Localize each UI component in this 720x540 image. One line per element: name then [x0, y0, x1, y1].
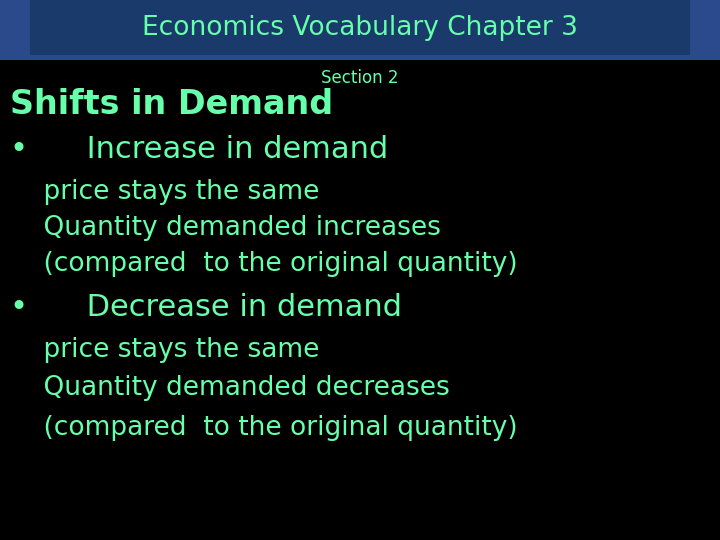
Text: price stays the same: price stays the same	[10, 179, 320, 205]
Text: Quantity demanded increases: Quantity demanded increases	[10, 215, 441, 241]
Bar	[690, 0, 720, 55]
Bar	[0, 55, 720, 60]
Bar	[0, 0, 720, 55]
Text: Shifts in Demand: Shifts in Demand	[10, 87, 333, 120]
Text: •      Increase in demand: • Increase in demand	[10, 136, 388, 165]
Text: (compared  to the original quantity): (compared to the original quantity)	[10, 415, 518, 441]
Text: Economics Vocabulary Chapter 3: Economics Vocabulary Chapter 3	[142, 15, 578, 41]
Text: price stays the same: price stays the same	[10, 337, 320, 363]
Text: Quantity demanded decreases: Quantity demanded decreases	[10, 375, 450, 401]
Text: •      Decrease in demand: • Decrease in demand	[10, 294, 402, 322]
Text: (compared  to the original quantity): (compared to the original quantity)	[10, 251, 518, 277]
Text: Section 2: Section 2	[321, 69, 399, 87]
Bar	[0, 0, 30, 55]
